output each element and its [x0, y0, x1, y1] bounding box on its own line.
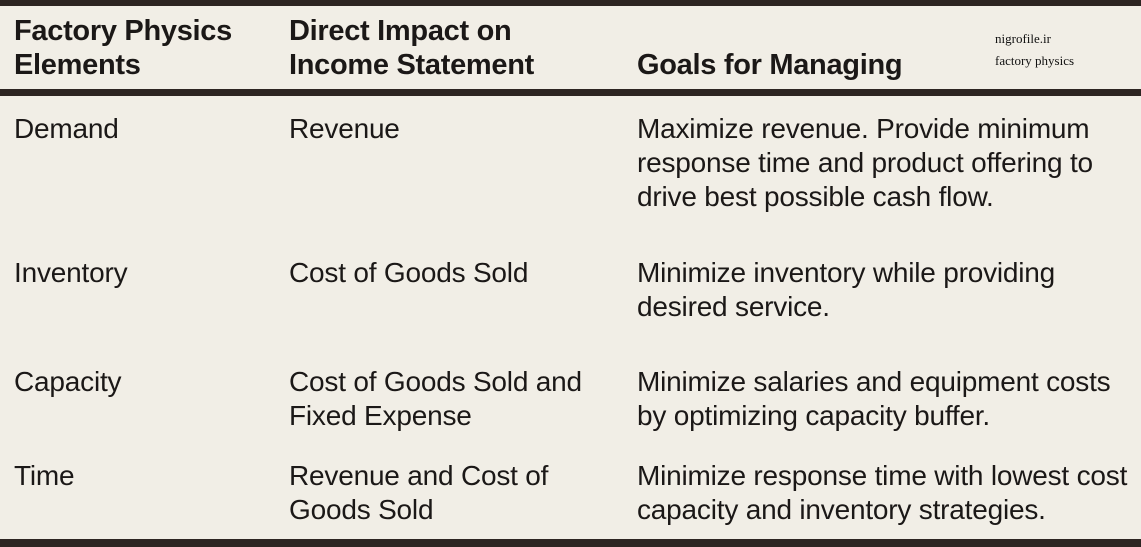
watermark-text: nigrofile.ir factory physics — [995, 31, 1075, 68]
impact-cell: Cost of Goods Sold and Fixed Expense — [289, 366, 582, 431]
impact-cell: Revenue — [289, 113, 400, 144]
impact-cell: Revenue and Cost of Goods Sold — [289, 460, 549, 525]
element-cell: Time — [14, 460, 75, 491]
goal-cell: Minimize salaries and equipment costs by… — [637, 366, 1111, 431]
goal-cell: Maximize revenue. Provide minimum respon… — [637, 113, 1093, 212]
element-cell: Capacity — [14, 366, 122, 397]
header-goals-for-managing: Goals for Managing — [637, 49, 903, 81]
table-header: Factory Physics Elements Direct Impact o… — [0, 6, 1141, 96]
goal-cell: Minimize inventory while providing desir… — [637, 257, 1056, 322]
element-cell: Inventory — [14, 257, 128, 288]
goal-cell: Minimize response time with lowest cost … — [637, 460, 1128, 525]
impact-cell: Cost of Goods Sold — [289, 257, 529, 288]
header-direct-impact: Direct Impact on Income Statement — [289, 15, 534, 81]
header-factory-physics-elements: Factory Physics Elements — [14, 15, 232, 81]
element-cell: Demand — [14, 113, 119, 144]
